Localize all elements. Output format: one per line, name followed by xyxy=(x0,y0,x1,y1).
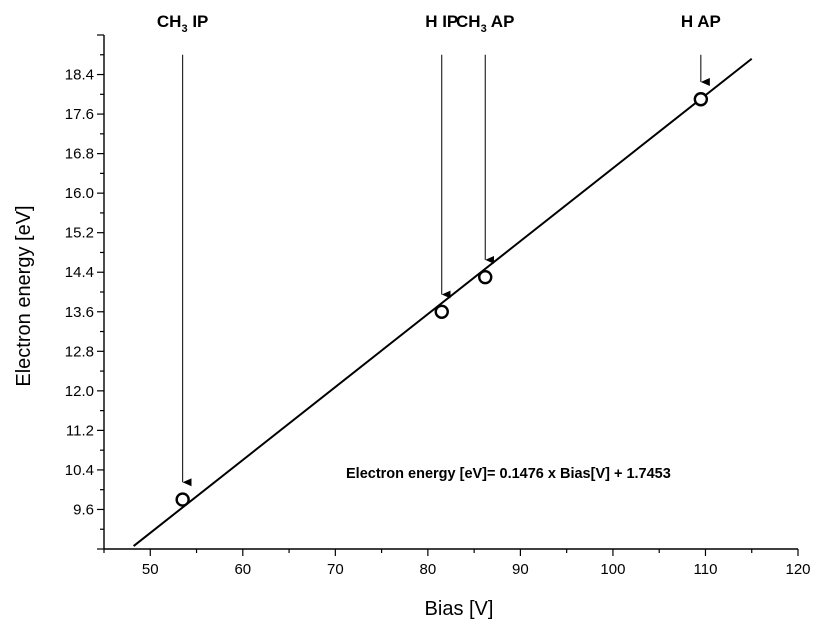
y-tick-label: 9.6 xyxy=(73,501,94,518)
y-tick-label: 12.8 xyxy=(65,343,94,360)
y-tick-label: 14.4 xyxy=(65,264,94,281)
annotation-label: CH3 IP xyxy=(157,12,208,35)
x-axis: 50 60 70 80 90 100 110 120 xyxy=(103,549,811,578)
x-tick-label: 100 xyxy=(600,561,625,578)
y-tick-label: 16.0 xyxy=(65,185,94,202)
x-tick-label: 60 xyxy=(234,561,251,578)
x-axis-title: Bias [V] xyxy=(425,598,494,620)
fit-line-layer xyxy=(132,57,753,547)
y-tick-label: 15.2 xyxy=(65,225,94,242)
annotation-label: CH3 AP xyxy=(456,12,514,35)
equation-label: Electron energy [eV]= 0.1476 x Bias[V] +… xyxy=(346,466,671,482)
data-point xyxy=(434,304,449,319)
x-tick-label: 110 xyxy=(694,561,718,578)
y-tick-label: 13.6 xyxy=(65,304,94,321)
annotation-arrows xyxy=(182,54,710,487)
data-points xyxy=(175,92,709,507)
y-tick-label: 17.6 xyxy=(65,106,94,123)
x-tick-label: 50 xyxy=(142,561,159,578)
y-tick-label: 11.2 xyxy=(66,422,94,439)
data-point xyxy=(693,92,709,107)
x-tick-label: 90 xyxy=(512,561,529,578)
y-tick-label: 12.0 xyxy=(65,383,94,400)
y-tick-label: 10.4 xyxy=(65,462,94,479)
fit-line xyxy=(132,57,753,547)
y-tick-label: 18.4 xyxy=(65,67,94,84)
data-point xyxy=(478,269,493,285)
x-tick-label: 80 xyxy=(420,561,437,578)
data-point xyxy=(175,492,190,507)
x-tick-label: 70 xyxy=(327,561,344,578)
annotation-label: H AP xyxy=(681,12,721,31)
annotation-label: H IP xyxy=(425,12,458,31)
y-axis-title: Electron energy [eV] xyxy=(13,205,35,386)
x-tick-label: 120 xyxy=(785,561,810,578)
y-tick-label: 16.8 xyxy=(65,146,94,163)
y-axis: 9.6 10.4 11.2 12.0 12.8 13.6 14.4 15.2 16.0 16.8 1… xyxy=(65,34,104,550)
